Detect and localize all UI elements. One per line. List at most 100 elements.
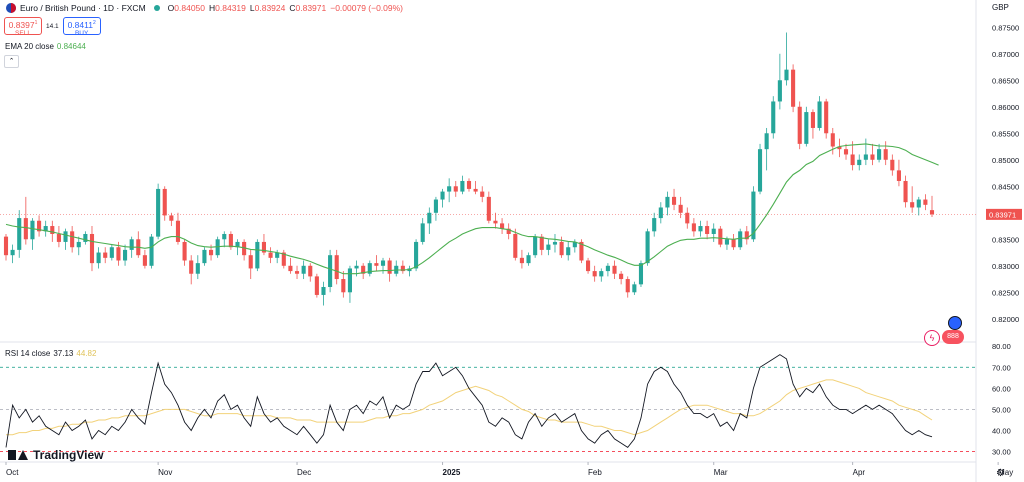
candle-body (552, 241, 558, 245)
ohlc-key: O (167, 3, 175, 13)
chart-header: Euro / British Pound · 1D · FXCM O0.8405… (6, 3, 403, 13)
candle-body (705, 226, 710, 234)
sell-price: 0.8397 (8, 19, 35, 30)
candle-body (89, 233, 95, 264)
candle-body (208, 249, 214, 256)
ohlc-key: L (249, 3, 255, 13)
candle-body (374, 263, 379, 266)
ohlc-value: 0.83971 (295, 3, 327, 13)
ohlc-item: L0.83924 (250, 3, 285, 13)
candle-body (784, 69, 789, 81)
time-tick-label: Dec (297, 468, 311, 477)
time-tick-label: Apr (853, 468, 866, 477)
candle-body (314, 276, 319, 295)
ohlc-value: −0.00079 (−0.09%) (330, 3, 404, 13)
candle-body (380, 260, 386, 266)
ohlc-item: O0.84050 (168, 3, 205, 13)
spread-value: 14.1 (46, 22, 59, 30)
candle-body (638, 263, 644, 285)
candle-body (460, 180, 465, 192)
candle-body (724, 239, 730, 245)
symbol-title[interactable]: Euro / British Pound · 1D · FXCM (20, 3, 146, 13)
candle-body (17, 218, 22, 250)
candle-body (480, 191, 485, 197)
candle-body (916, 199, 921, 208)
candle-body (685, 212, 690, 224)
candle-body (493, 220, 498, 224)
event-marker-icon[interactable] (948, 316, 962, 330)
lightning-icon[interactable]: ϟ (924, 330, 940, 346)
candle-body (83, 233, 88, 242)
candle-body (169, 215, 174, 221)
candle-body (420, 223, 425, 242)
settings-gear-icon[interactable]: ⚙ (996, 468, 1005, 479)
candle-body (414, 241, 419, 269)
candle-body (817, 101, 822, 128)
brand-name: TradingView (33, 448, 104, 462)
candle-body (321, 286, 326, 295)
collapse-indicators-button[interactable]: ⌃ (4, 55, 19, 68)
buy-price-sup: 2 (92, 20, 96, 26)
candle-body (837, 146, 842, 150)
candle-body (96, 252, 101, 264)
ohlc-value: 0.83924 (254, 3, 286, 13)
candle-body (870, 154, 875, 160)
candle-body (771, 101, 776, 134)
candle-body (308, 265, 313, 277)
events-count-badge[interactable]: 888 (942, 330, 964, 344)
candle-body (619, 273, 624, 280)
candle-body (678, 204, 683, 213)
candle-body (486, 196, 491, 221)
candle-body (294, 271, 300, 274)
time-tick-label: Feb (588, 468, 602, 477)
rsi-legend[interactable]: RSI 14 close 37.13 44.82 (5, 349, 96, 358)
candle-body (850, 154, 855, 166)
candle-body (658, 207, 663, 219)
candle-body (863, 154, 868, 160)
candle-body (248, 255, 253, 269)
candle-body (328, 255, 333, 287)
candle-body (202, 249, 207, 264)
candle-body (777, 80, 782, 102)
ema-legend[interactable]: EMA 20 close 0.84644 (5, 42, 86, 51)
candle-body (182, 241, 187, 261)
trade-panel: 0.83971 SELL 14.1 0.84112 BUY (4, 17, 101, 37)
candle-body (440, 191, 445, 200)
candle-body (367, 263, 372, 274)
sell-button[interactable]: 0.83971 SELL (4, 17, 42, 37)
candle-body (559, 241, 564, 256)
rsi-label: RSI 14 close (5, 349, 51, 358)
candle-body (533, 236, 538, 256)
ohlc-value: 0.84319 (215, 3, 246, 13)
chevron-up-icon: ⌃ (8, 58, 15, 65)
candle-body (877, 149, 882, 160)
candle-body (400, 265, 405, 272)
ohlc-item: C0.83971 (289, 3, 326, 13)
candle-body (43, 226, 48, 232)
candle-body (56, 233, 61, 242)
candle-body (731, 239, 736, 248)
candle-body (334, 255, 339, 280)
time-tick-label: May (998, 468, 1013, 477)
candle-body (189, 260, 194, 274)
candle-body (804, 112, 809, 144)
candle-body (599, 271, 604, 277)
candle-body (910, 202, 915, 208)
candle-body (347, 268, 352, 293)
candle-body (354, 265, 359, 269)
candle-body (10, 249, 15, 256)
candle-body (242, 241, 247, 256)
candle-body (156, 188, 161, 237)
candle-body (751, 191, 756, 240)
time-tick-label: Mar (714, 468, 728, 477)
candle-body (361, 265, 366, 274)
rsi-ma-value: 44.82 (76, 349, 97, 358)
rsi-tick-label: 50.00 (992, 405, 1011, 414)
price-tick-label: 0.82000 (992, 315, 1019, 324)
ohlc-item: −0.00079 (−0.09%) (330, 3, 403, 13)
ohlc-value: 0.84050 (174, 3, 206, 13)
candle-body (288, 265, 293, 272)
candle-body (665, 196, 670, 208)
buy-button[interactable]: 0.84112 BUY (62, 17, 101, 37)
